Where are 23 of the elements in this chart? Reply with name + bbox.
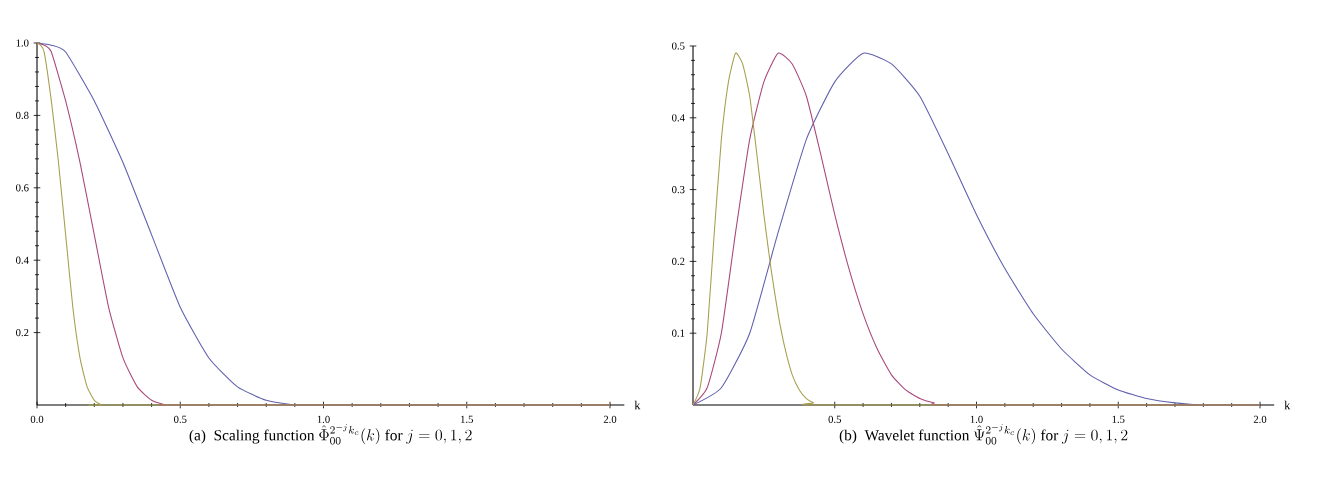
x-tick-label: 1.5 [461, 415, 473, 423]
y-tick-label: 0.1 [672, 329, 685, 337]
x-tick-label: 0.0 [30, 415, 44, 423]
x-tick-label: 2.0 [1253, 415, 1267, 423]
x-tick-label: 1.0 [970, 415, 983, 423]
x-axis-title: k [634, 400, 641, 410]
y-tick-label: 0.4 [16, 256, 29, 264]
text: $\text{(a)\enspace Scaling function }\hat{\Phi}_{00}^{2^{-j}k_{c}}(k)\text{ for }j = 0, 1, 2$ [189, 424, 472, 445]
text: $\text{(b)\enspace Wavelet function }\hat{\Psi}_{00}^{2^{-j}k_{c}}(k)\text{ for }j = 0, 1, 2$ [839, 424, 1128, 445]
x-tick-label: 1.0 [317, 415, 330, 423]
y-tick-label: 0.3 [672, 185, 685, 194]
y-tick-label: 0.4 [672, 114, 685, 122]
x-tick-label: 0.5 [828, 415, 842, 423]
y-tick-label: 0.2 [16, 328, 29, 337]
x-tick-label: 1.5 [1112, 415, 1125, 423]
x-tick-label: 2.0 [603, 415, 617, 423]
x-tick-label: 0.5 [173, 415, 187, 423]
y-tick-label: 0.8 [16, 111, 29, 120]
y-tick-label: 0.5 [672, 42, 685, 50]
y-tick-label: 0.6 [16, 184, 29, 192]
x-axis-title: k [1284, 400, 1291, 410]
y-tick-label: 1.0 [16, 39, 29, 47]
y-tick-label: 0.2 [672, 257, 685, 266]
